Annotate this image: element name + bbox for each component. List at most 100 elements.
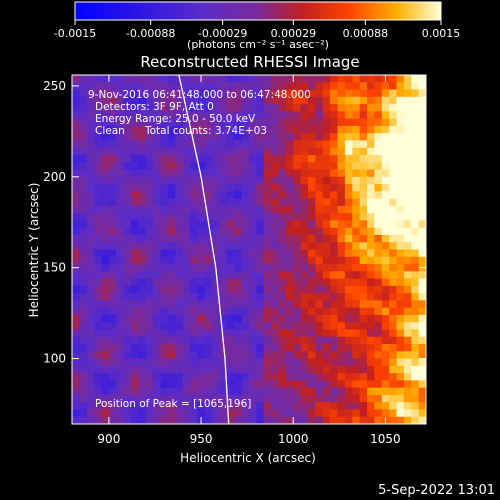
heatmap-cell <box>167 220 176 229</box>
heatmap-cell <box>131 293 139 301</box>
heatmap-cell <box>108 191 117 199</box>
heatmap-cell <box>322 365 331 374</box>
heatmap-cell <box>278 409 287 418</box>
heatmap-cell <box>160 271 169 279</box>
heatmap-cell <box>278 133 287 141</box>
heatmap-cell <box>344 285 353 294</box>
heatmap-cell <box>123 271 132 279</box>
heatmap-cell <box>359 140 368 149</box>
heatmap-cell <box>190 416 198 424</box>
heatmap-cell <box>418 227 426 236</box>
heatmap-cell <box>293 82 302 90</box>
heatmap-cell <box>352 394 361 403</box>
heatmap-cell <box>381 256 390 265</box>
heatmap-cell <box>396 213 405 221</box>
heatmap-cell <box>219 169 228 178</box>
heatmap-cell <box>145 249 154 258</box>
heatmap-cell <box>72 242 80 250</box>
heatmap-cell <box>278 75 287 83</box>
heatmap-cell <box>101 227 110 236</box>
heatmap-cell <box>352 140 361 149</box>
heatmap-cell <box>226 111 235 120</box>
heatmap-cell <box>131 249 139 258</box>
heatmap-cell <box>263 147 272 156</box>
heatmap-cell <box>241 402 250 410</box>
heatmap-cell <box>94 373 102 381</box>
heatmap-cell <box>79 336 88 345</box>
heatmap-cell <box>108 89 117 98</box>
heatmap-cell <box>411 111 420 120</box>
heatmap-cell <box>293 118 302 127</box>
heatmap-cell <box>79 380 88 389</box>
heatmap-cell <box>138 416 147 424</box>
heatmap-cell <box>204 104 213 112</box>
heatmap-cell <box>116 104 125 112</box>
heatmap-cell <box>219 213 228 221</box>
heatmap-cell <box>396 271 405 279</box>
heatmap-cell <box>108 227 117 236</box>
heatmap-cell <box>381 140 390 149</box>
heatmap-cell <box>153 387 161 396</box>
heatmap-cell <box>278 205 287 214</box>
heatmap-cell <box>330 336 338 345</box>
heatmap-cell <box>285 351 294 359</box>
heatmap-cell <box>411 169 420 178</box>
heatmap-cell <box>293 227 302 236</box>
heatmap-cell <box>322 336 331 345</box>
heatmap-cell <box>145 89 154 98</box>
heatmap-cell <box>381 336 390 345</box>
heatmap-cell <box>411 140 420 149</box>
heatmap-cell <box>204 125 213 134</box>
heatmap-cell <box>116 184 125 192</box>
heatmap-cell <box>212 184 220 192</box>
heatmap-cell <box>315 365 324 374</box>
heatmap-cell <box>182 75 191 83</box>
heatmap-cell <box>182 373 191 381</box>
heatmap-cell <box>330 249 338 258</box>
heatmap-cell <box>374 402 383 410</box>
heatmap-cell <box>300 394 309 403</box>
heatmap-cell <box>249 358 257 367</box>
heatmap-cell <box>94 191 102 199</box>
heatmap-cell <box>145 322 154 330</box>
heatmap-cell <box>374 184 383 192</box>
heatmap-cell <box>175 89 184 98</box>
heatmap-cell <box>153 278 161 287</box>
heatmap-cell <box>285 133 294 141</box>
heatmap-cell <box>263 329 272 338</box>
heatmap-cell <box>352 256 361 265</box>
heatmap-cell <box>374 314 383 323</box>
heatmap-cell <box>337 213 346 221</box>
heatmap-cell <box>116 416 125 424</box>
heatmap-cell <box>212 162 220 170</box>
heatmap-cell <box>315 198 324 207</box>
heatmap-cell <box>131 322 139 330</box>
heatmap-cell <box>219 111 228 120</box>
heatmap-cell <box>241 147 250 156</box>
heatmap-cell <box>249 82 257 90</box>
heatmap-cell <box>241 307 250 316</box>
heatmap-cell <box>396 387 405 396</box>
heatmap-cell <box>219 147 228 156</box>
heatmap-cell <box>234 329 243 338</box>
heatmap-cell <box>308 140 316 149</box>
heatmap-cell <box>322 191 331 199</box>
heatmap-cell <box>212 205 220 214</box>
heatmap-cell <box>418 89 426 98</box>
heatmap-cell <box>101 242 110 250</box>
heatmap-cell <box>116 111 125 120</box>
heatmap-cell <box>138 249 147 258</box>
heatmap-cell <box>212 234 220 243</box>
heatmap-cell <box>278 111 287 120</box>
heatmap-cell <box>418 329 426 338</box>
heatmap-cell <box>263 278 272 287</box>
heatmap-cell <box>167 373 176 381</box>
heatmap-cell <box>86 394 95 403</box>
heatmap-cell <box>374 344 383 352</box>
heatmap-cell <box>396 118 405 127</box>
heatmap-cell <box>367 227 375 236</box>
heatmap-cell <box>197 402 206 410</box>
heatmap-cell <box>374 82 383 90</box>
heatmap-cell <box>418 256 426 265</box>
heatmap-cell <box>308 220 316 229</box>
